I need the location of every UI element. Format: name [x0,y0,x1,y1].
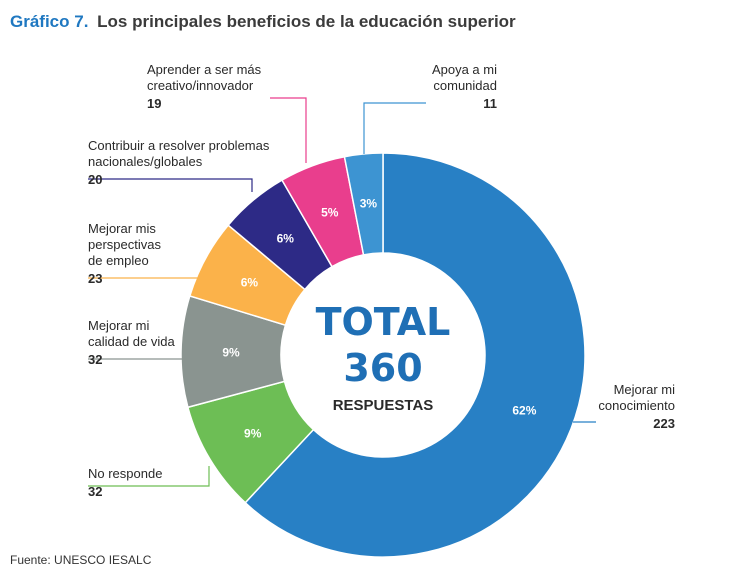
count-label-5: 19 [147,96,161,111]
category-label-2: calidad de vida [88,334,175,349]
figure-number: Gráfico 7. [10,12,89,31]
slice-0 [244,152,586,558]
percent-label-1: 9% [244,426,262,440]
count-label-3: 23 [88,271,102,286]
category-label-2: Mejorar mi [88,318,150,333]
percent-label-5: 5% [321,206,339,220]
category-label-4: Contribuir a resolver problemas [88,138,270,153]
chart-header: Gráfico 7. Los principales beneficios de… [10,12,516,32]
leader-line-6 [363,102,426,154]
count-label-2: 32 [88,352,102,367]
category-label-3: perspectivas [88,237,161,252]
leader-line-1 [88,466,210,487]
category-label-0: Mejorar mi [614,382,676,397]
category-label-6: Apoya a mi [432,62,497,77]
category-label-1: No responde [88,466,162,481]
category-label-0: conocimiento [598,398,675,413]
category-label-5: creativo/innovador [147,78,254,93]
count-label-4: 20 [88,172,102,187]
count-label-6: 11 [483,96,497,111]
chart-title: Los principales beneficios de la educaci… [97,12,516,31]
category-label-6: comunidad [433,78,497,93]
percent-label-2: 9% [222,345,240,359]
center-total-value: 360 [343,346,422,390]
percent-label-6: 3% [360,197,378,211]
percent-label-4: 6% [277,232,295,246]
percent-label-0: 62% [512,404,536,418]
percent-label-3: 6% [241,276,259,290]
leader-line-5 [270,97,307,163]
category-label-3: Mejorar mis [88,221,156,236]
count-label-1: 32 [88,484,102,499]
leader-line-4 [88,178,253,192]
center-total-label: TOTAL [316,300,451,344]
category-label-3: de empleo [88,253,149,268]
count-label-0: 223 [653,416,675,431]
slice-6 [343,152,384,256]
category-label-4: nacionales/globales [88,154,203,169]
center-responses-label: RESPUESTAS [333,397,434,414]
source-note: Fuente: UNESCO IESALC [10,553,152,567]
category-label-5: Aprender a ser más [147,62,262,77]
